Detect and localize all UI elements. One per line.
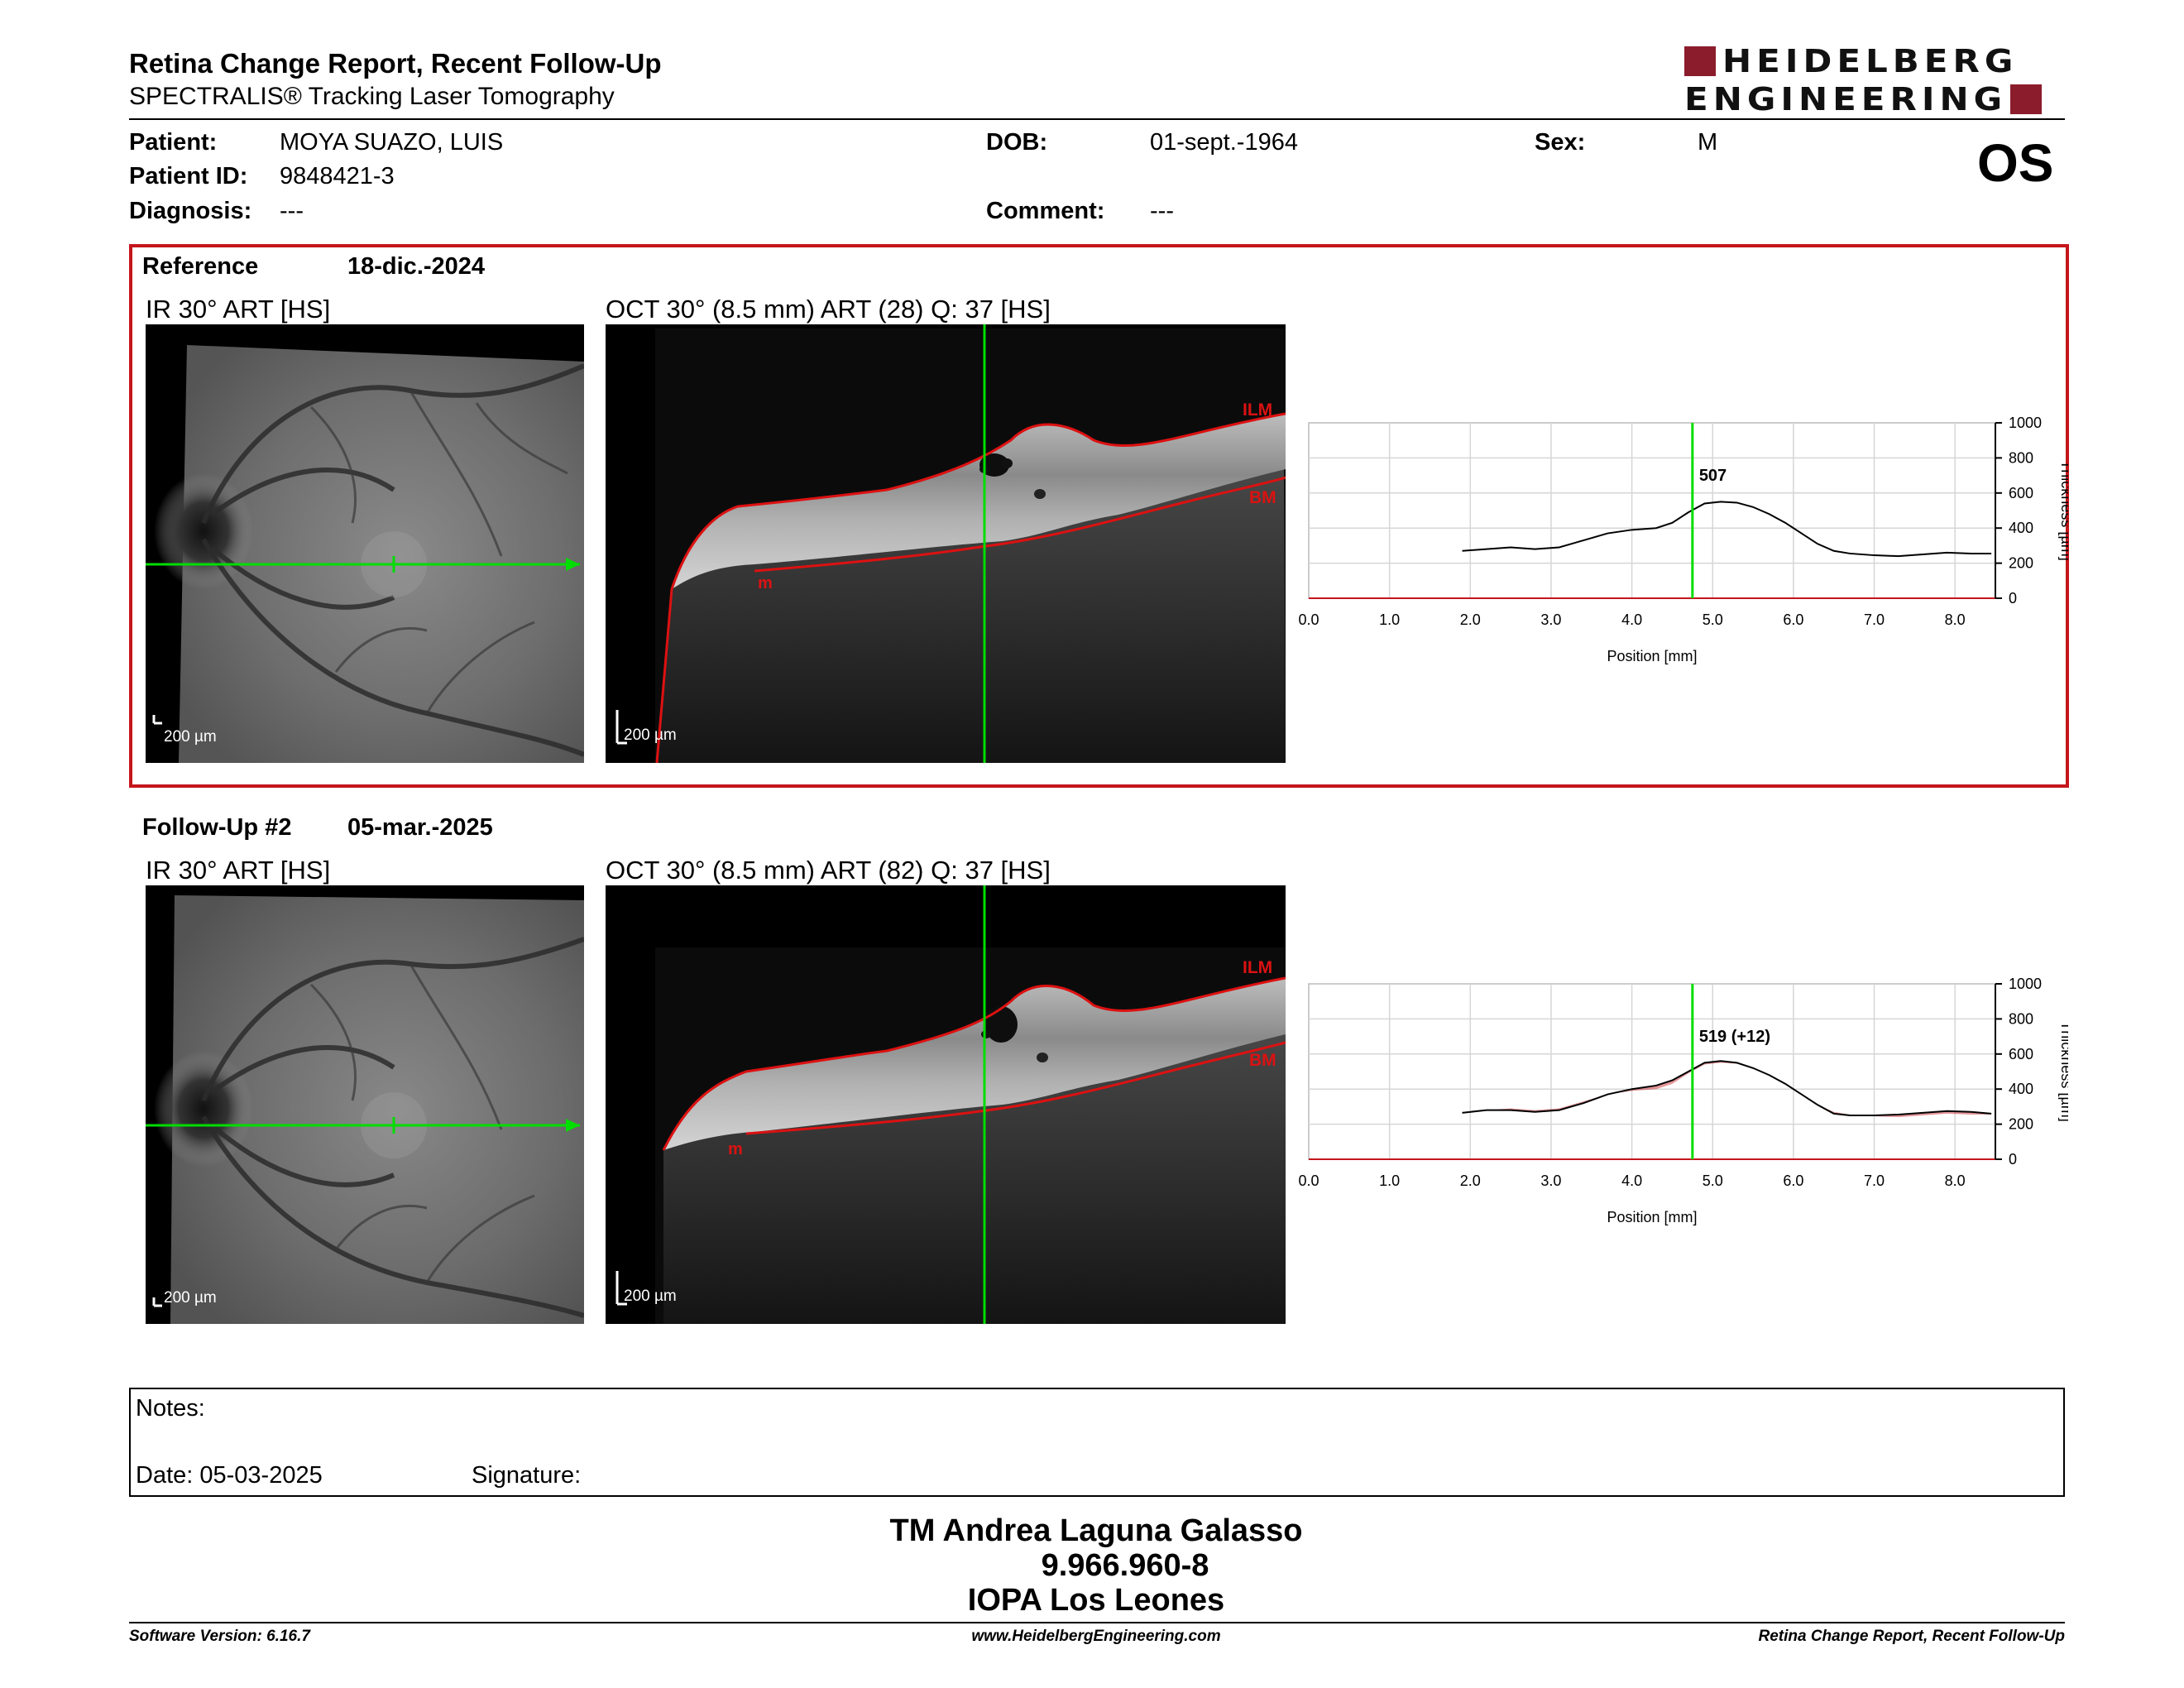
- sex-value: M: [1698, 129, 1718, 156]
- chart-y-tick-label: 0: [2009, 1151, 2017, 1168]
- chart-x-axis-label: Position [mm]: [1607, 648, 1697, 664]
- report-title: Retina Change Report, Recent Follow-Up: [129, 48, 662, 79]
- followup-thickness-chart: 0.0 1.0 2.0 3.0 4.0 5.0 6.0 7.0 8.0 0 200 400 600 800…: [1299, 976, 2068, 1225]
- comment-value: ---: [1150, 198, 1174, 224]
- reference-date: 18-dic.-2024: [347, 253, 486, 280]
- notes-box[interactable]: [129, 1388, 2065, 1497]
- chart-x-tick-label: 7.0: [1864, 1172, 1885, 1189]
- chart-marker-label: 507: [1699, 467, 1727, 485]
- chart-x-tick-label: 6.0: [1783, 1172, 1803, 1189]
- chart-x-tick-label: 1.0: [1379, 1172, 1400, 1189]
- chart-y-tick-label: 1000: [2009, 415, 2042, 431]
- followup-oct-bscan-image[interactable]: ILM BM m 200 µm: [606, 885, 1286, 1324]
- reference-bm-label: BM: [1249, 488, 1276, 507]
- reference-ir-fundus-image[interactable]: 200 µm: [146, 324, 584, 763]
- footer-report-name: Retina Change Report, Recent Follow-Up: [1758, 1628, 2065, 1645]
- chart-marker-label: 519 (+12): [1699, 1028, 1770, 1046]
- logo-line2: ENGINEERING: [1684, 80, 2008, 118]
- chart-x-tick-label: 7.0: [1864, 611, 1885, 628]
- chart-x-tick-label: 5.0: [1703, 1172, 1723, 1189]
- chart-x-tick-label: 3.0: [1540, 1172, 1561, 1189]
- software-version: Software Version: 6.16.7: [129, 1628, 310, 1645]
- chart-y-tick-label: 400: [2009, 520, 2033, 536]
- chart-y-tick-label: 400: [2009, 1081, 2033, 1097]
- chart-x-tick-label: 8.0: [1945, 611, 1966, 628]
- followup-m-label: m: [728, 1140, 743, 1158]
- eye-indicator: OS: [1977, 133, 2054, 193]
- chart-x-tick-label: 3.0: [1540, 611, 1561, 628]
- reference-ilm-label: ILM: [1243, 400, 1273, 420]
- chart-y-axis-label: Thickness [µm]: [2058, 460, 2068, 560]
- chart-plot-area: [1308, 983, 1996, 1160]
- chart-x-tick-label: 2.0: [1460, 1172, 1481, 1189]
- reference-oct-bscan-image[interactable]: ILM BM m 200 µm: [606, 324, 1286, 763]
- logo-square-icon: [1684, 46, 1716, 76]
- dob-label: DOB:: [986, 129, 1048, 156]
- followup-ir-scale-label: 200 µm: [164, 1289, 217, 1307]
- patient-name: MOYA SUAZO, LUIS: [280, 129, 504, 156]
- followup-oct-caption: OCT 30° (8.5 mm) ART (82) Q: 37 [HS]: [606, 856, 1051, 885]
- signature-label: Signature:: [472, 1462, 582, 1489]
- patient-id: 9848421-3: [280, 163, 395, 189]
- comment-label: Comment:: [986, 198, 1105, 224]
- chart-x-tick-label: 5.0: [1703, 611, 1723, 628]
- patient-id-label: Patient ID:: [129, 163, 248, 189]
- followup-label: Follow-Up #2: [142, 814, 292, 841]
- operator-id: 9.966.960-8: [1041, 1548, 1209, 1583]
- header-rule: [129, 118, 2065, 120]
- chart-x-tick-label: 8.0: [1945, 1172, 1966, 1189]
- diagnosis-label: Diagnosis:: [129, 198, 252, 224]
- followup-oct-scale-label: 200 µm: [624, 1288, 677, 1305]
- chart-y-axis-label: Thickness [µm]: [2058, 1021, 2068, 1121]
- chart-y-tick-label: 1000: [2009, 976, 2042, 992]
- chart-x-axis-label: Position [mm]: [1607, 1209, 1697, 1225]
- operator-org: IOPA Los Leones: [967, 1583, 1225, 1618]
- reference-oct-caption: OCT 30° (8.5 mm) ART (28) Q: 37 [HS]: [606, 295, 1051, 324]
- notes-date: Date: 05-03-2025: [136, 1462, 323, 1489]
- logo-line1: HEIDELBERG: [1722, 42, 2019, 80]
- reference-oct-scale-label: 200 µm: [624, 727, 677, 744]
- reference-highlight-box: [129, 244, 2069, 788]
- followup-date: 05-mar.-2025: [347, 814, 493, 841]
- diagnosis-value: ---: [280, 198, 304, 224]
- patient-label: Patient:: [129, 129, 218, 156]
- chart-y-tick-label: 200: [2009, 555, 2033, 572]
- heidelberg-logo: HEIDELBERG ENGINEERING: [1684, 45, 2067, 116]
- footer-rule: [129, 1622, 2065, 1623]
- chart-y-tick-label: 800: [2009, 449, 2033, 466]
- chart-x-tick-label: 1.0: [1379, 611, 1400, 628]
- followup-ilm-label: ILM: [1243, 958, 1273, 977]
- reference-label: Reference: [142, 253, 259, 280]
- followup-ir-caption: IR 30° ART [HS]: [146, 856, 331, 885]
- report-subtitle: SPECTRALIS® Tracking Laser Tomography: [129, 83, 615, 110]
- reference-thickness-chart: 0.0 1.0 2.0 3.0 4.0 5.0 6.0 7.0 8.0 0 200 400 600 800…: [1299, 415, 2068, 664]
- website-link[interactable]: www.HeidelbergEngineering.com: [971, 1628, 1221, 1645]
- chart-y-tick-label: 200: [2009, 1116, 2033, 1133]
- reference-ir-scale-label: 200 µm: [164, 728, 217, 746]
- chart-x-tick-label: 6.0: [1783, 611, 1803, 628]
- chart-x-tick-label: 4.0: [1621, 1172, 1642, 1189]
- chart-y-tick-label: 600: [2009, 1046, 2033, 1062]
- chart-x-tick-label: 2.0: [1460, 611, 1481, 628]
- chart-x-tick-label: 0.0: [1299, 611, 1320, 628]
- notes-label: Notes:: [136, 1395, 205, 1422]
- followup-ir-fundus-image[interactable]: 200 µm: [146, 885, 584, 1324]
- dob-value: 01-sept.-1964: [1150, 129, 1298, 156]
- chart-x-tick-label: 4.0: [1621, 611, 1642, 628]
- reference-ir-caption: IR 30° ART [HS]: [146, 295, 331, 324]
- operator-name: TM Andrea Laguna Galasso: [889, 1513, 1303, 1548]
- sex-label: Sex:: [1535, 129, 1586, 156]
- chart-y-tick-label: 800: [2009, 1010, 2033, 1027]
- chart-y-tick-label: 0: [2009, 590, 2017, 607]
- reference-m-label: m: [758, 574, 773, 592]
- chart-plot-area: [1308, 422, 1996, 599]
- chart-series-line: [1462, 501, 1992, 558]
- logo-square-icon: [2010, 84, 2043, 114]
- chart-series-line: [1462, 1060, 1992, 1116]
- followup-bm-label: BM: [1249, 1051, 1276, 1070]
- chart-x-tick-label: 0.0: [1299, 1172, 1320, 1189]
- chart-y-tick-label: 600: [2009, 485, 2033, 501]
